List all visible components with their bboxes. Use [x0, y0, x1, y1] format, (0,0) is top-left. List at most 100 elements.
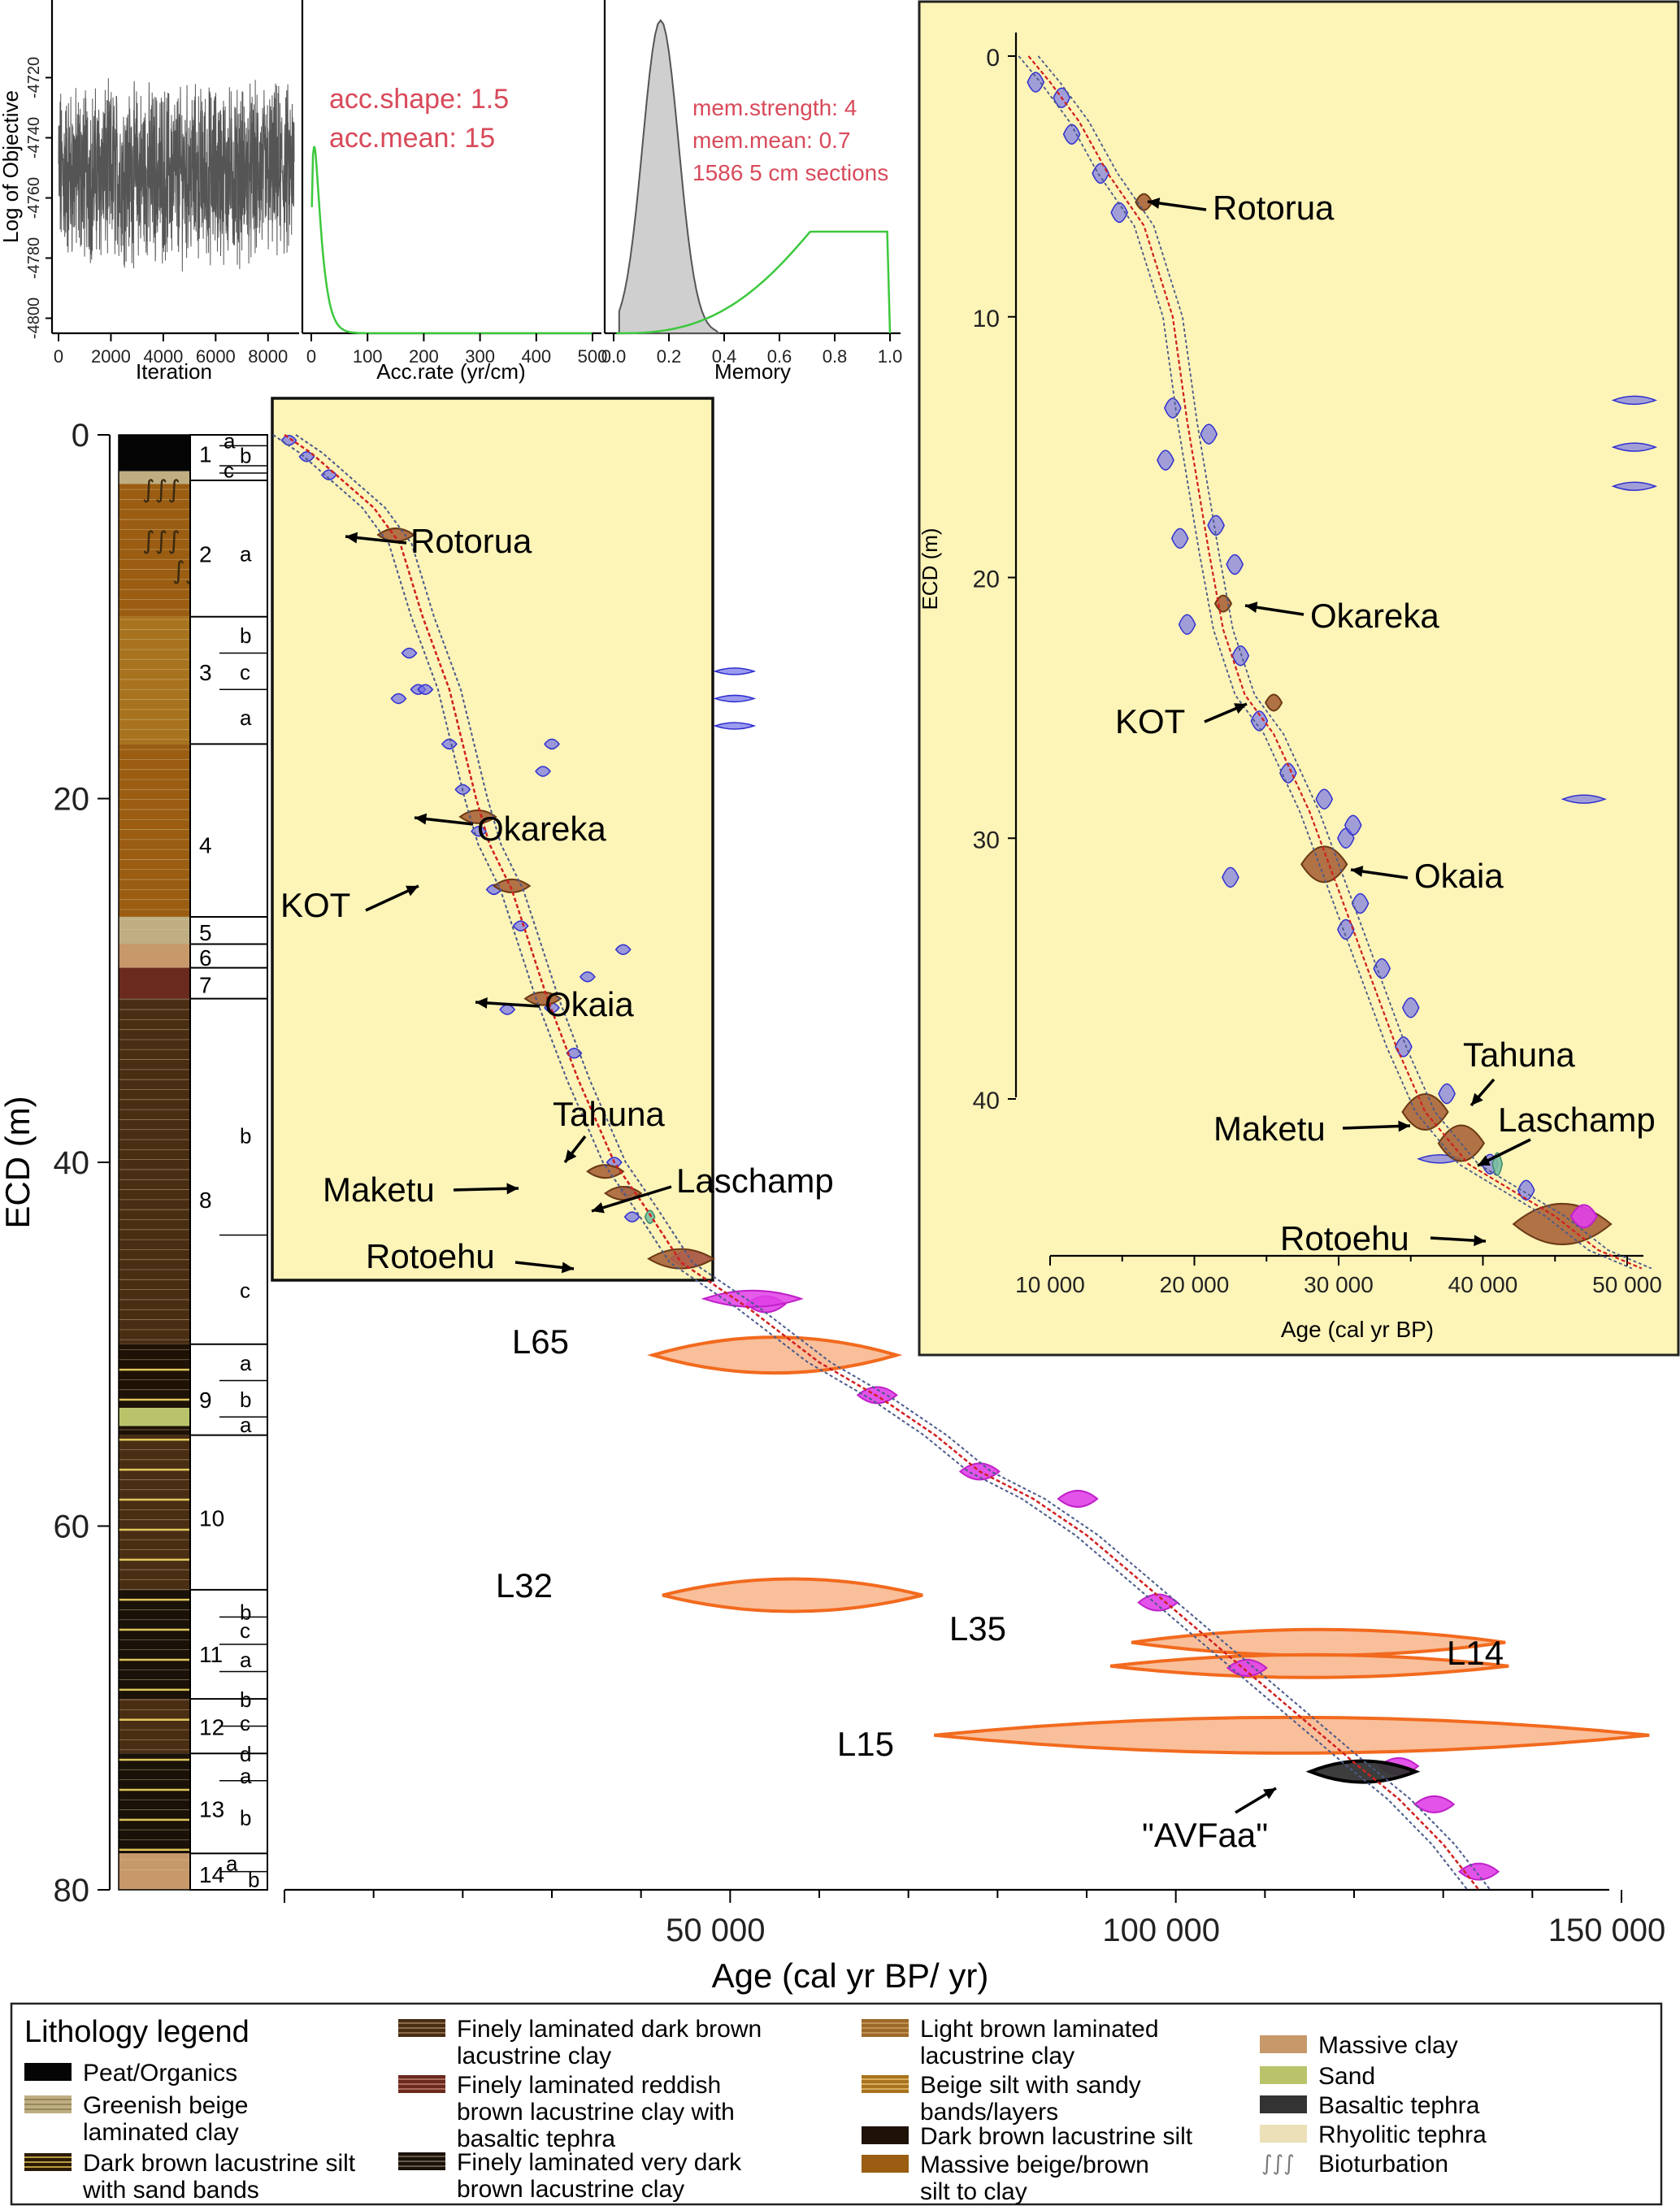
bioturbation-icon: ∫∫∫ [142, 476, 180, 504]
main-point-label: L14 [1447, 1634, 1504, 1672]
acc-rate-xtick-label: 300 [465, 346, 495, 367]
unit-label: 6 [199, 945, 212, 971]
radiocarbon-age-distribution [544, 738, 560, 750]
inset-mean-line [1027, 55, 1643, 1270]
main-point-label: Okaia [545, 985, 634, 1023]
iteration-xlabel: Iteration [136, 359, 212, 384]
legend-label: Greenish beige laminated clay [83, 2092, 248, 2146]
inset-ytick-label: 0 [986, 45, 1000, 72]
subunit-label: a [240, 706, 252, 730]
inset-radiocarbon-distribution [1401, 997, 1420, 1018]
label-arrow-head [592, 1202, 605, 1214]
acc-rate-prior-curve [310, 145, 593, 335]
iteration-xtick-label: 4000 [143, 346, 183, 367]
inset-xtick-label: 50 000 [1592, 1272, 1662, 1297]
legend-item: Light brown laminated lacustrine clay [862, 2016, 1159, 2069]
unit-label: 10 [199, 1505, 224, 1531]
legend-label: Light brown laminated lacustrine clay [920, 2016, 1159, 2069]
lithology-layer [119, 471, 190, 484]
unit-label: 12 [199, 1715, 224, 1740]
inset-xtick-label: 20 000 [1160, 1272, 1230, 1297]
subunit-label: b [240, 623, 251, 648]
radiocarbon-age-distribution [535, 766, 551, 777]
log-objective-ylabel: Log of Objective [0, 90, 23, 243]
radiocarbon-age-distribution [298, 451, 315, 462]
legend-swatch [862, 2126, 909, 2144]
subunit-label: b [240, 1123, 251, 1148]
inset-label-arrowhead [1474, 1235, 1486, 1247]
luminescence-age-distribution [662, 1577, 923, 1613]
unit-label: 1 [199, 441, 212, 467]
legend-label: Finely laminated reddish brown lacustrine… [457, 2072, 735, 2152]
inset-radiocarbon-distribution [1438, 1083, 1456, 1105]
radiocarbon-age-distribution [441, 738, 458, 750]
tephra-age-distribution [523, 991, 562, 1006]
subunit-label: a [240, 1764, 252, 1788]
subunit-label: c [240, 1618, 250, 1643]
log-objective-ytick-label: -4780 [25, 237, 43, 279]
legend-item: Dark brown lacustrine silt [862, 2123, 1193, 2150]
legend-swatch [1260, 2066, 1307, 2084]
label-arrow-head [1263, 1788, 1276, 1800]
subunit-label: a [240, 1648, 252, 1672]
inset-xtick-label: 10 000 [1015, 1272, 1085, 1297]
inset-ytick-label: 20 [973, 567, 1000, 593]
main-point-label: Okareka [477, 810, 606, 848]
main-ytick-label: 20 [54, 782, 90, 818]
inset-label-arrowhead [1478, 1155, 1491, 1166]
legend-swatch [862, 2155, 909, 2173]
unit-label: 7 [199, 973, 212, 998]
inset-point-label: Tahuna [1463, 1036, 1575, 1074]
legend-label: Finely laminated very dark brown lacustri… [457, 2149, 742, 2203]
lithology-layer [119, 1753, 190, 1854]
main-point-label: KOT [280, 886, 350, 924]
main-point-label: Laschamp [676, 1162, 834, 1200]
inset-label-arrowhead [1234, 703, 1247, 714]
inset-radiocarbon-distribution [1226, 554, 1244, 575]
subunit-label: b [248, 1868, 259, 1892]
inset-label-arrowhead [1351, 866, 1364, 877]
subunit-label: b [240, 1600, 251, 1625]
legend-label: Massive beige/brown silt to clay [920, 2152, 1149, 2205]
radiocarbon-age-distribution [614, 944, 632, 955]
luminescence-age-distribution [1109, 1652, 1509, 1679]
lithology-layer [119, 1344, 190, 1409]
subunit-label: c [240, 660, 250, 684]
memory-xtick-label: 0.8 [823, 346, 848, 367]
lithology-layer [119, 484, 190, 617]
inset-radiocarbon-distribution [1279, 762, 1297, 784]
subunit-column-frame [189, 434, 268, 1891]
legend-item: Peat/Organics [24, 2060, 237, 2087]
main-xtick-label: 150 000 [1548, 1913, 1666, 1948]
inset-ytick-label: 40 [973, 1088, 1000, 1114]
subunit-label: a [240, 1413, 252, 1437]
label-arrow-head [475, 997, 488, 1009]
lithology-layer [119, 967, 190, 999]
lithology-layer [119, 944, 190, 968]
main-point-label: L35 [949, 1609, 1006, 1648]
memory-xtick-label: 0.6 [767, 346, 792, 367]
inset-radiocarbon-distribution [1062, 124, 1081, 145]
legend-swatch [1260, 2095, 1307, 2113]
outlier-age-distribution [713, 694, 757, 703]
log-objective-ytick-label: -4720 [25, 57, 43, 98]
legend-item: Greenish beige laminated clay [24, 2092, 248, 2146]
bioturbation-icon: ∫∫∫ [142, 527, 180, 555]
label-arrow-head [345, 532, 358, 544]
inset-xlabel: Age (cal yr BP) [1281, 1317, 1434, 1342]
subunit-label: a [224, 429, 236, 454]
lithology-layer [119, 1435, 190, 1590]
legend-label: Beige silt with sandy bands/layers [920, 2072, 1141, 2126]
unit-label: 3 [199, 660, 212, 685]
inset-radiocarbon-distribution [1092, 163, 1109, 185]
log-objective-ytick-label: -4800 [25, 297, 43, 339]
tephra-age-distribution [586, 1164, 625, 1179]
inset-label-arrowhead [1471, 1092, 1483, 1105]
inset-ytick-label: 10 [973, 306, 1000, 332]
inset-outlier-distribution [1611, 481, 1657, 491]
tephra-age-distribution [647, 1248, 715, 1270]
label-arrow-head [406, 885, 419, 897]
acc-rate-xtick-label: 200 [409, 346, 439, 367]
acc-shape-annotation: acc.shape: 1.5 [329, 84, 509, 115]
iteration-xtick-label: 0 [54, 346, 63, 367]
